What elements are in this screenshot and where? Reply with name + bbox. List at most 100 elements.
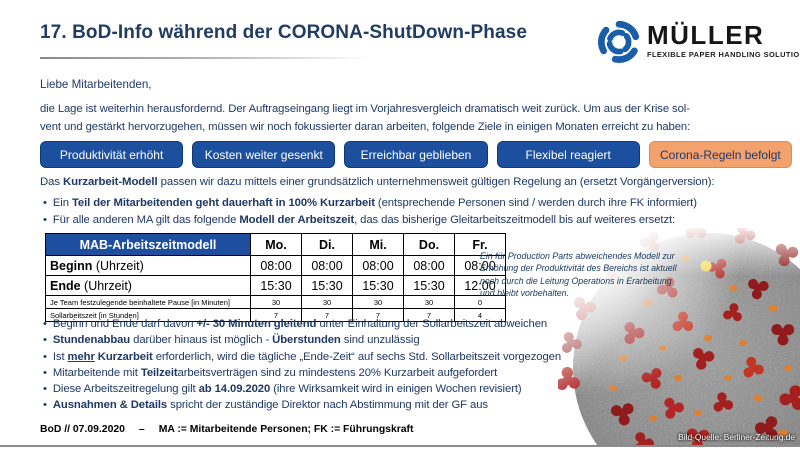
bullet-item: • Ein Teil der Mitarbeitenden geht dauerh…: [43, 195, 697, 212]
table-cell: 30: [250, 295, 302, 309]
text-segment: Beginn und Ende darf davon: [52, 318, 197, 330]
table-cell: 15:30: [301, 275, 353, 296]
bullet-text: Ein Teil der Mitarbeitenden geht dauerha…: [53, 195, 697, 212]
bullet-marker: •: [43, 334, 47, 347]
bullet-marker: •: [43, 318, 47, 330]
logo-swirl-icon: [598, 20, 640, 63]
text-segment: ab 14.09.2020: [198, 383, 271, 396]
kurzarbeit-intro: Das Kurzarbeit-Modell passen wir dazu mi…: [40, 176, 715, 188]
company-logo: MÜLLER FLEXIBLE PAPER HANDLING SOLUTIONS: [596, 19, 800, 65]
table-cell: 08:00: [250, 255, 302, 276]
text-segment: Mitarbeitende mit: [52, 366, 141, 379]
footer-legend: MA := Mitarbeitende Personen; FK := Führ…: [158, 424, 414, 435]
text-segment: Das: [40, 176, 64, 188]
worktime-table-body: Beginn (Uhrzeit) 08:00 08:00 08:00 08:00 08:0…: [45, 255, 506, 322]
text-segment: spricht der zuständige Direktor nach Abs…: [167, 399, 488, 412]
text-segment: Teil der Mitarbeitenden geht dauerhaft i…: [71, 197, 375, 209]
logo-text: MÜLLER FLEXIBLE PAPER HANDLING SOLUTIONS: [647, 22, 800, 59]
text-segment: Stundenabbau: [52, 334, 131, 347]
text-segment: mehr: [67, 350, 95, 363]
bullet-text: Mitarbeitende mit Teilzeitarbeitsverträg…: [53, 365, 497, 381]
table-row: Beginn (Uhrzeit) 08:00 08:00 08:00 08:00 08:0…: [45, 255, 506, 276]
bullet-text: Ausnahmen & Details spricht der zuständi…: [53, 397, 488, 413]
table-cell: 7: [403, 308, 455, 322]
text-segment: +/- 30 Minuten gleitend: [196, 318, 317, 330]
footer-date: BoD // 07.09.2020: [40, 424, 125, 435]
table-day-headers: MAB-Arbeitszeitmodell Mo. Di. Mi. Do. Fr.: [45, 233, 506, 256]
pre-table-bullets: • Ein Teil der Mitarbeitenden geht dauerh…: [43, 195, 697, 229]
text-segment: (entsprechende Personen sind / werden du…: [374, 197, 697, 209]
text-segment: unter Einhaltung der Sollarbeitszeit abw…: [316, 318, 548, 330]
row-label: Je Team festzulegende beinhaltete Pause …: [45, 295, 251, 309]
table-model-header: MAB-Arbeitszeitmodell: [45, 233, 251, 256]
goal-badge: Kosten weiter gesenkt: [192, 141, 336, 168]
text-segment: Für alle anderen MA gilt das folgende: [52, 214, 240, 226]
bullet-text: Beginn und Ende darf davon +/- 30 Minute…: [53, 316, 547, 332]
text-segment: , das das bisherige Gleitarbeitszeitmode…: [354, 214, 676, 226]
text-segment: Ein: [52, 197, 72, 209]
table-cell: 30: [403, 295, 455, 309]
bullet-text: Ist mehr Kurzarbeit erforderlich, wird d…: [53, 349, 561, 365]
table-col-header: Do.: [403, 233, 455, 256]
text-segment: Ist: [52, 350, 68, 363]
production-note: Ein für Production Parts abweichendes Mo…: [480, 251, 677, 299]
footer: BoD // 07.09.2020 – MA := Mitarbeitende …: [40, 424, 413, 435]
row-label: Ende (Uhrzeit): [45, 275, 251, 296]
image-credit: Bild-Quelle: Berliner-Zeitung.de: [678, 432, 795, 442]
intro-line-1: die Lage ist weiterhin herausfordernd. D…: [40, 103, 690, 115]
bullet-marker: •: [43, 214, 47, 226]
table-cell: 15:30: [352, 275, 404, 296]
table-cell: 08:00: [301, 255, 353, 276]
bullet-marker: •: [43, 366, 47, 379]
bullet-text: Stundenabbau darüber hinaus ist möglich …: [53, 332, 420, 348]
goal-badge: Erreichbar geblieben: [344, 141, 488, 168]
yellow-dot: [700, 260, 712, 272]
table-cell: 08:00: [454, 255, 506, 276]
text-segment: darüber hinaus ist möglich -: [130, 334, 273, 347]
bottom-divider: [0, 445, 800, 447]
table-col-header: Mi.: [352, 233, 404, 256]
table-cell: 4: [454, 308, 506, 322]
bullet-marker: •: [43, 197, 47, 209]
bullet-item: • Mitarbeitende mit Teilzeitarbeitsverträ…: [43, 365, 561, 381]
bullet-item: • Ausnahmen & Details spricht der zuständ…: [43, 397, 561, 413]
table-cell: 15:30: [250, 275, 302, 296]
post-table-bullets: • Beginn und Ende darf davon +/- 30 Minut…: [43, 316, 561, 414]
goal-badge: Produktivität erhöht: [40, 141, 184, 168]
text-segment: Ende: [50, 278, 81, 293]
page-title: 17. BoD-Info während der CORONA-ShutDown…: [40, 22, 528, 43]
table-col-header: Mo.: [250, 233, 302, 256]
table-row: Je Team festzulegende beinhaltete Pause …: [45, 295, 506, 309]
table-cell: 12:00: [454, 275, 506, 296]
bullet-item: • Für alle anderen MA gilt das folgende M…: [43, 212, 697, 229]
logo-wordmark: MÜLLER: [647, 20, 765, 50]
text-segment: Diese Arbeitszeitregelung gilt: [52, 383, 199, 396]
text-segment: Ausnahmen & Details: [52, 399, 168, 412]
text-segment: (Uhrzeit): [92, 258, 144, 273]
text-segment: sind unzulässig: [340, 334, 420, 347]
goal-badge: Corona-Regeln befolgt: [648, 141, 792, 168]
text-segment: (Uhrzeit): [80, 278, 132, 293]
text-segment: Modell der Arbeitszeit: [239, 214, 355, 226]
bullet-marker: •: [43, 399, 47, 412]
bullet-item: • Diese Arbeitszeitregelung gilt ab 14.09…: [43, 381, 561, 397]
bullet-item: • Stundenabbau darüber hinaus ist möglich…: [43, 332, 561, 348]
text-segment: Überstunden: [272, 334, 341, 347]
text-segment: Kurzarbeit-Modell: [63, 176, 158, 188]
intro-line-2: vent und gestärkt hervorzugehen, müssen …: [40, 121, 691, 133]
text-segment: Beginn: [50, 258, 93, 273]
table-row: Sollarbeitszeit [in Stunden] 7 7 7 7 4: [45, 308, 506, 322]
title-underline: [40, 57, 370, 59]
table-cell: 15:30: [403, 275, 455, 296]
logo-tagline: FLEXIBLE PAPER HANDLING SOLUTIONS: [647, 50, 800, 59]
footer-separator: –: [138, 424, 145, 435]
worktime-table: MAB-Arbeitszeitmodell Mo. Di. Mi. Do. Fr. Be…: [45, 233, 506, 322]
text-segment: Kurzarbeit: [94, 350, 153, 363]
table-cell: 08:00: [403, 255, 455, 276]
text-segment: Je Team festzulegende beinhaltete Pause …: [50, 297, 230, 307]
greeting-text: Liebe Mitarbeitenden,: [40, 78, 152, 91]
text-segment: erforderlich, wird die tägliche „Ende-Ze…: [152, 350, 562, 363]
row-label: Beginn (Uhrzeit): [45, 255, 251, 276]
text-segment: Teilzeit: [140, 366, 178, 379]
